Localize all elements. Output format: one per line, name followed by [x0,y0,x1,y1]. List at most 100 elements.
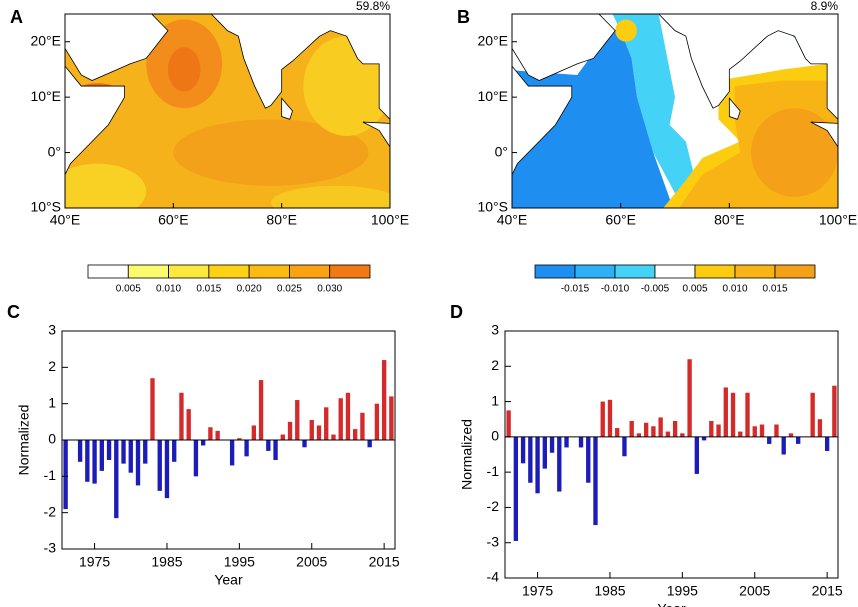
bar [817,419,823,437]
bar [273,440,278,460]
x-tick-label: 1995 [667,583,698,599]
bar [680,433,685,437]
panel-label: A [10,7,23,27]
colorbar-box [248,264,290,279]
bar [302,440,307,448]
bar [832,385,837,437]
bar [150,378,155,440]
x-tick-label: 2005 [296,554,327,570]
x-tick-label: 1995 [224,554,255,570]
y-tick-label: 20°E [477,32,508,48]
bar [643,422,649,437]
colorbar-label: 0.005 [682,284,707,295]
bar [535,436,540,494]
y-tick-label: 3 [491,322,499,338]
x-tick-label: 2005 [739,583,770,599]
bar [179,392,184,440]
bar [208,427,213,440]
bar [824,436,830,451]
x-tick-label: 40°E [50,212,81,228]
bar [600,401,605,437]
bar [172,440,177,462]
bar [520,436,526,464]
bar [295,400,300,440]
colorbar-label: -0.005 [641,284,670,295]
bar [63,440,68,510]
colorbar-box [534,264,576,279]
bar [716,424,721,437]
bar [128,440,133,473]
bar [759,424,765,437]
bar [564,436,569,448]
y-tick-label: 10°E [477,88,508,104]
bar [607,399,613,437]
colorbar-box [574,264,616,279]
y-tick-label: 1 [48,394,56,410]
x-tick-label: 100°E [819,212,857,228]
y-tick-label: 10°E [30,88,61,104]
colorbar-label: 0.010 [156,284,181,295]
panel-label: C [7,302,20,322]
x-tick-label: 2015 [812,583,843,599]
colorbar-box [208,264,250,279]
x-tick-label: 1975 [79,554,110,570]
bar [229,440,235,466]
plot-frame [504,330,839,579]
bar [324,407,329,440]
bar [280,434,285,440]
bar [215,430,220,440]
bar [665,431,671,437]
bar [730,392,736,437]
bar [316,425,322,440]
x-tick-label: 1975 [522,583,553,599]
annotation: 59.8% [356,0,390,13]
x-tick-label: 1985 [151,554,182,570]
bar [586,436,591,483]
colorbar-box [694,264,736,279]
y-tick-label: -4 [487,569,500,585]
colorbar-label: 0.020 [237,284,262,295]
y-tick-label: -1 [44,467,57,483]
map-frame [511,13,839,209]
bar [709,420,714,437]
bar [266,440,271,451]
bar [774,424,779,437]
bar [345,392,351,440]
bar [338,398,343,440]
bar [506,410,511,437]
bar [788,433,794,437]
colorbar-label: 0.015 [196,284,221,295]
bar [106,440,112,460]
bar [549,436,555,453]
y-tick-label: -1 [487,463,500,479]
bar [331,434,336,440]
bar [557,436,562,492]
bar [287,421,293,440]
bar [513,436,519,541]
x-axis-label: Year [214,572,243,588]
bar [258,380,264,440]
colorbar-label: 0.030 [317,284,342,295]
bar [251,425,257,440]
y-tick-label: -3 [44,540,57,556]
y-tick-label: 0 [491,428,499,444]
bar [738,431,743,437]
bar [672,420,678,437]
map-frame [64,13,391,209]
y-tick-label: 1 [491,392,499,408]
bar [723,387,728,437]
x-tick-label: 60°E [158,212,189,228]
y-tick-label: 20°E [30,32,61,48]
bar [622,436,627,457]
bar [389,396,394,440]
bar [157,440,162,491]
colorbar-label: 0.005 [116,284,141,295]
bar [85,440,90,482]
bar [810,392,815,437]
bar [309,420,314,440]
colorbar-box [654,264,696,279]
bar [200,440,206,446]
y-axis-label: Normalized [459,419,475,490]
